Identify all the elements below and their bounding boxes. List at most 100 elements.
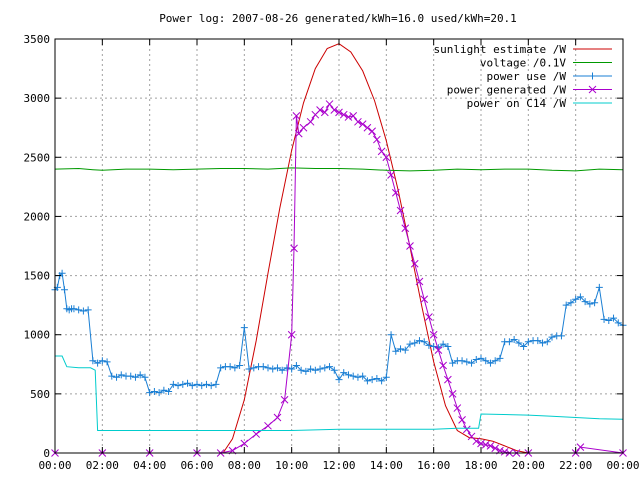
data-point xyxy=(288,365,296,373)
data-point xyxy=(269,365,277,373)
data-point xyxy=(468,359,476,367)
legend-label: power on C14 /W xyxy=(467,97,567,110)
data-point xyxy=(299,123,308,132)
y-tick-label: 2000 xyxy=(24,210,51,223)
data-point xyxy=(410,259,419,268)
data-point xyxy=(250,364,258,372)
data-point xyxy=(302,367,310,375)
data-point xyxy=(359,372,367,380)
data-point xyxy=(453,404,462,412)
data-point xyxy=(397,345,405,353)
data-point xyxy=(392,347,400,355)
data-point xyxy=(292,361,300,369)
data-point xyxy=(131,373,139,381)
data-point xyxy=(520,343,528,351)
data-point xyxy=(543,338,551,346)
legend-marker xyxy=(589,72,596,80)
y-tick-label: 0 xyxy=(43,447,50,460)
x-tick-label: 02:00 xyxy=(86,459,119,472)
data-point xyxy=(396,206,405,215)
data-point xyxy=(500,447,509,456)
x-tick-label: 00:00 xyxy=(38,459,71,472)
data-point xyxy=(217,364,225,372)
data-point xyxy=(548,333,556,341)
data-point xyxy=(75,306,83,314)
data-point xyxy=(429,330,438,339)
x-tick-label: 04:00 xyxy=(133,459,166,472)
data-point xyxy=(252,430,261,438)
data-point xyxy=(510,335,518,343)
data-point xyxy=(103,358,111,366)
x-tick-label: 22:00 xyxy=(559,459,592,472)
legend-label: voltage /0.1V xyxy=(480,57,566,70)
data-point xyxy=(557,332,565,340)
data-point xyxy=(411,339,419,347)
x-tick-label: 20:00 xyxy=(512,459,545,472)
data-point xyxy=(482,357,490,365)
data-point xyxy=(472,356,480,364)
series-line xyxy=(55,43,623,454)
data-point xyxy=(562,301,570,309)
data-point xyxy=(320,108,329,117)
legend-marker xyxy=(588,85,597,94)
data-point xyxy=(363,377,371,385)
data-point xyxy=(326,363,334,371)
data-point xyxy=(280,395,289,404)
data-point xyxy=(439,361,447,370)
data-point xyxy=(240,324,248,332)
data-point xyxy=(287,330,296,339)
tick-marks: 00:00 02:00 04:00 06:00 08:00 10:00 12:00 14:00… xyxy=(24,33,640,472)
legend-item: voltage /0.1V xyxy=(480,57,612,70)
data-point xyxy=(425,313,433,321)
data-point xyxy=(415,277,424,286)
data-point xyxy=(273,413,282,422)
data-point xyxy=(534,337,542,345)
data-point xyxy=(335,376,343,384)
data-point xyxy=(472,437,481,446)
data-point xyxy=(420,295,429,304)
data-point xyxy=(444,375,452,384)
data-point xyxy=(463,358,471,366)
data-point xyxy=(155,389,163,397)
data-point xyxy=(524,338,532,346)
y-tick-label: 1500 xyxy=(24,270,51,283)
data-point xyxy=(477,439,485,448)
data-point xyxy=(481,440,490,449)
data-point xyxy=(278,366,286,374)
data-point xyxy=(406,242,414,250)
data-point xyxy=(84,306,92,314)
legend-item: sunlight estimate /W xyxy=(434,43,612,56)
data-point xyxy=(113,373,121,381)
data-point xyxy=(349,372,357,380)
data-point xyxy=(391,188,400,197)
legend-item: power on C14 /W xyxy=(467,97,612,110)
data-point xyxy=(330,106,339,114)
data-point xyxy=(373,374,381,382)
data-point xyxy=(595,283,603,291)
data-point xyxy=(600,315,608,323)
data-point xyxy=(605,317,613,325)
data-point xyxy=(354,373,362,381)
y-tick-label: 3500 xyxy=(24,33,51,46)
y-tick-label: 2500 xyxy=(24,151,51,164)
series-layer xyxy=(51,43,627,457)
data-point xyxy=(321,364,329,372)
chart-title: Power log: 2007-08-26 generated/kWh=16.0… xyxy=(159,12,517,25)
data-point xyxy=(368,127,376,136)
data-point xyxy=(136,371,144,379)
data-point xyxy=(160,386,168,394)
data-point xyxy=(449,359,457,367)
data-point xyxy=(316,365,324,373)
series-3 xyxy=(51,100,627,457)
data-point xyxy=(378,377,386,385)
data-point xyxy=(212,380,220,388)
series-0 xyxy=(55,43,623,454)
data-point xyxy=(415,337,423,345)
data-point xyxy=(339,110,348,119)
data-point xyxy=(387,171,395,179)
data-point xyxy=(444,343,452,351)
x-tick-label: 08:00 xyxy=(228,459,261,472)
data-point xyxy=(193,380,201,388)
data-point xyxy=(363,123,372,132)
